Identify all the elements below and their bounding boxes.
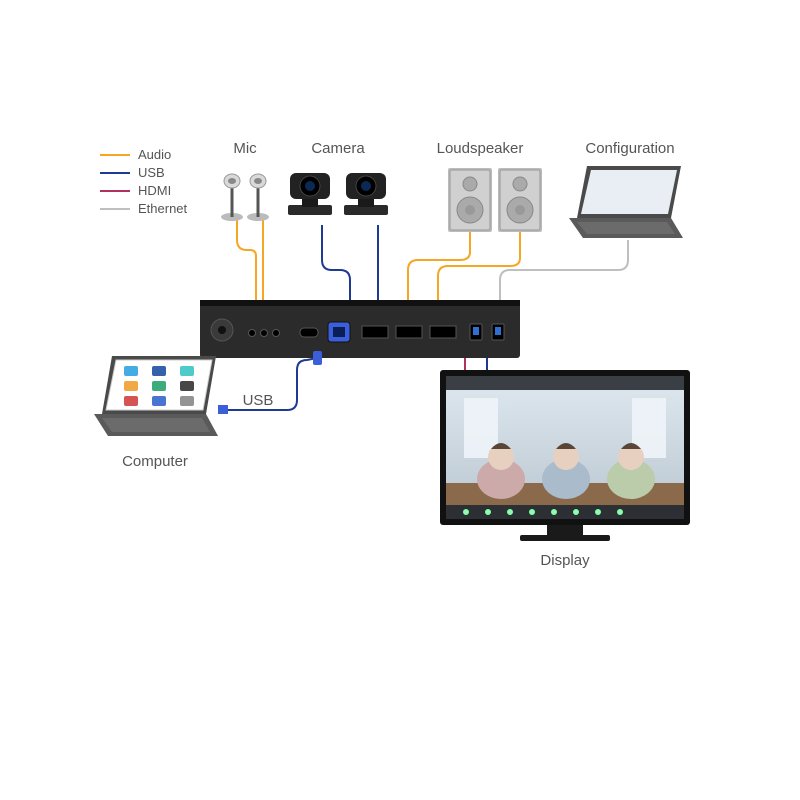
edge-usb [322,225,350,300]
computer-icon [94,351,322,436]
display-label: Display [540,552,590,569]
speaker-icon [498,168,542,232]
usb-a-port-icon [495,327,501,335]
legend-label: USB [138,165,165,180]
legend-label: Ethernet [138,201,188,216]
usb-cable-label: USB [243,392,274,409]
camera-label: Camera [311,140,365,157]
mic-icon [247,174,269,221]
edge-audio [438,232,520,300]
speaker-icon [448,168,492,232]
camera-icon [344,173,388,215]
mic-icon [221,174,243,221]
legend-label: Audio [138,147,171,162]
display-icon [440,370,690,541]
config-laptop-icon [569,166,683,238]
loudspeaker-label: Loudspeaker [437,140,524,157]
hdmi-port-icon [396,326,422,338]
usb-a-port-icon [473,327,479,335]
hdmi-port-icon [430,326,456,338]
computer-label: Computer [122,453,188,470]
configuration-label: Configuration [585,140,674,157]
hub [200,300,520,358]
legend-label: HDMI [138,183,171,198]
camera-icon [288,173,332,215]
edge-audio [237,220,256,300]
mic-label: Mic [233,140,257,157]
hdmi-port-icon [362,326,388,338]
